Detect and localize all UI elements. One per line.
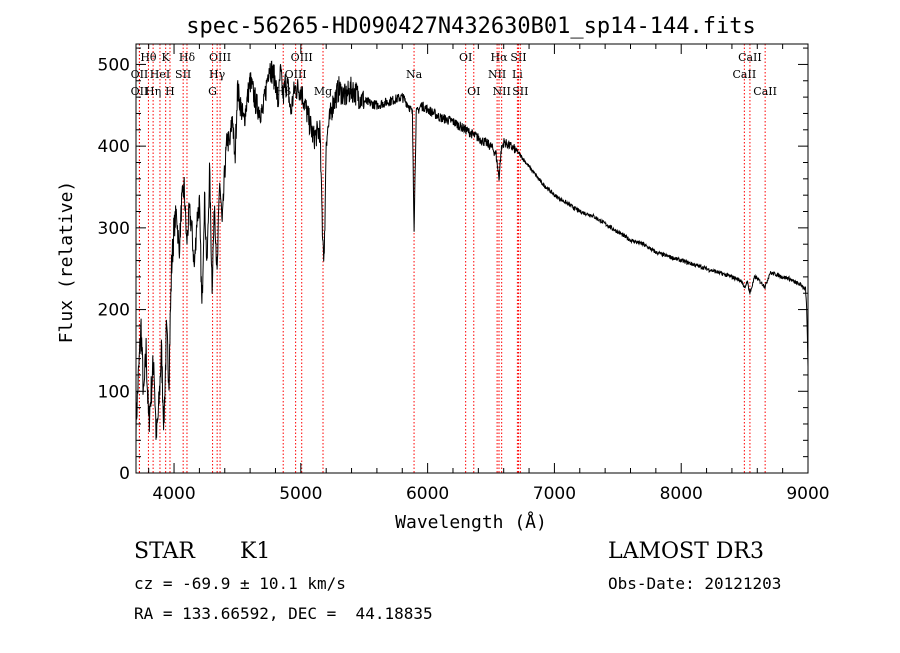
y-tick-label-4: 400 [98, 137, 130, 157]
marker-label-9: OIII [209, 51, 231, 64]
marker-label-1: OII [131, 68, 149, 81]
y-axis-label: Flux (relative) [56, 181, 77, 344]
x-tick-label-0: 4000 [152, 484, 195, 504]
marker-label-27: CaII [753, 85, 777, 98]
marker-label-23: Li [512, 68, 523, 81]
marker-label-19: Hα [490, 51, 508, 64]
marker-label-21: NII [493, 85, 511, 98]
marker-label-15: Mg [314, 85, 332, 98]
spectrum-line [135, 60, 809, 443]
x-tick-label-4: 8000 [660, 484, 703, 504]
marker-label-10: Hγ [209, 68, 226, 81]
marker-label-26: CaII [733, 68, 757, 81]
y-axis: 0 100 200 300 400 500 [98, 47, 808, 484]
redshift-velocity: cz = -69.9 ± 10.1 km/s [134, 574, 346, 593]
marker-label-0: Hθ [140, 51, 157, 64]
observation-date: Obs-Date: 20121203 [608, 574, 782, 593]
y-tick-label-3: 300 [98, 219, 130, 239]
marker-label-22: SII [510, 51, 526, 64]
marker-label-3: K [162, 51, 171, 64]
plot-frame [135, 43, 809, 474]
y-tick-label-5: 500 [98, 55, 130, 75]
marker-label-5: Hη [145, 85, 161, 98]
survey-name: LAMOST DR3 [608, 539, 764, 564]
chart-title: spec-56265-HD090427N432630B01_sp14-144.f… [186, 14, 756, 39]
y-tick-label-2: 200 [98, 301, 130, 321]
x-tick-label-2: 6000 [406, 484, 449, 504]
marker-label-25: CaII [738, 51, 762, 64]
subclass: K1 [240, 539, 271, 564]
marker-label-18: OI [467, 85, 480, 98]
x-tick-label-1: 5000 [279, 484, 322, 504]
marker-label-12: OIII [291, 51, 313, 64]
marker-label-11: G [208, 85, 217, 98]
coordinates: RA = 133.66592, DEC = 44.18835 [134, 604, 433, 623]
x-axis-label: Wavelength (Å) [395, 511, 547, 533]
object-class: STAR [134, 539, 195, 564]
marker-label-2: OII [131, 85, 149, 98]
marker-label-24: SII [512, 85, 528, 98]
x-tick-label-3: 7000 [533, 484, 576, 504]
y-tick-label-0: 0 [119, 464, 130, 484]
marker-label-4: HeI [150, 68, 170, 81]
marker-label-7: SII [175, 68, 191, 81]
marker-label-6: Hδ [179, 51, 196, 64]
marker-label-8: H [165, 85, 175, 98]
marker-label-17: OI [459, 51, 472, 64]
marker-label-13: OIII [285, 68, 307, 81]
x-tick-label-5: 9000 [786, 484, 829, 504]
x-axis: 4000 5000 6000 7000 8000 9000 [148, 44, 830, 504]
y-tick-label-1: 100 [98, 382, 130, 402]
marker-label-16: Na [406, 68, 423, 81]
marker-label-20: NII [488, 68, 506, 81]
